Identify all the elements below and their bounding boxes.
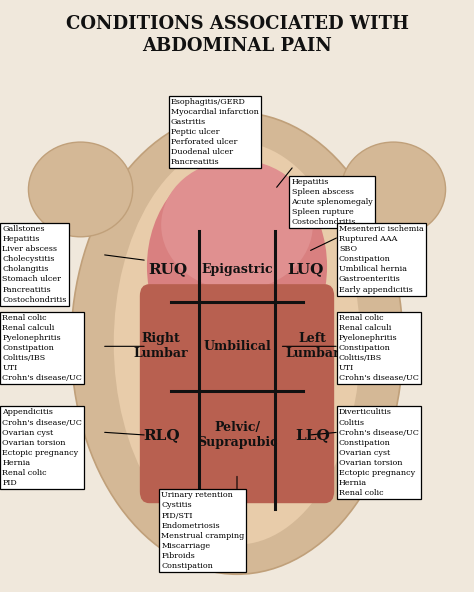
Ellipse shape	[161, 160, 313, 290]
Text: RLQ: RLQ	[143, 428, 180, 442]
Text: Hepatitis
Spleen abscess
Acute splenomegaly
Spleen rupture
Costochondritis: Hepatitis Spleen abscess Acute splenomeg…	[292, 178, 373, 226]
Text: ABDOMINAL PAIN: ABDOMINAL PAIN	[142, 37, 332, 54]
FancyBboxPatch shape	[140, 284, 334, 503]
Text: Umbilical: Umbilical	[203, 340, 271, 353]
Text: Epigastric: Epigastric	[201, 263, 273, 276]
Text: Renal colic
Renal calculi
Pyelonephritis
Constipation
Colitis/IBS
UTI
Crohn's di: Renal colic Renal calculi Pyelonephritis…	[2, 314, 82, 382]
Text: CONDITIONS ASSOCIATED WITH: CONDITIONS ASSOCIATED WITH	[65, 15, 409, 33]
Text: Gallstones
Hepatitis
Liver abscess
Cholecystitis
Cholangitis
Stomach ulcer
Pancr: Gallstones Hepatitis Liver abscess Chole…	[2, 225, 67, 304]
Text: Right
Lumbar: Right Lumbar	[134, 332, 189, 361]
Ellipse shape	[341, 142, 446, 237]
Text: Mesenteric ischemia
Ruptured AAA
SBO
Constipation
Umbilical hernia
Gastroenterit: Mesenteric ischemia Ruptured AAA SBO Con…	[339, 225, 424, 294]
Text: LLQ: LLQ	[295, 428, 330, 442]
Text: Appendicitis
Crohn's disease/UC
Ovarian cyst
Ovarian torsion
Ectopic pregnancy
H: Appendicitis Crohn's disease/UC Ovarian …	[2, 408, 82, 487]
Text: RUQ: RUQ	[149, 262, 188, 276]
Ellipse shape	[114, 142, 360, 545]
Text: LUQ: LUQ	[288, 262, 324, 276]
Text: Esophagitis/GERD
Myocardial infarction
Gastritis
Peptic ulcer
Perforated ulcer
D: Esophagitis/GERD Myocardial infarction G…	[171, 98, 258, 166]
Ellipse shape	[71, 112, 403, 574]
Text: Pelvic/
Suprapubic: Pelvic/ Suprapubic	[197, 421, 277, 449]
Text: Renal colic
Renal calculi
Pyelonephritis
Constipation
Colitis/IBS
UTI
Crohn's di: Renal colic Renal calculi Pyelonephritis…	[339, 314, 419, 382]
Ellipse shape	[147, 160, 327, 373]
Text: Diverticulitis
Colitis
Crohn's disease/UC
Constipation
Ovarian cyst
Ovarian tors: Diverticulitis Colitis Crohn's disease/U…	[339, 408, 419, 497]
Ellipse shape	[28, 142, 133, 237]
Text: Urinary retention
Cystitis
PID/STI
Endometriosis
Menstrual cramping
Miscarriage
: Urinary retention Cystitis PID/STI Endom…	[161, 491, 245, 570]
Text: Left
Lumbar: Left Lumbar	[285, 332, 340, 361]
